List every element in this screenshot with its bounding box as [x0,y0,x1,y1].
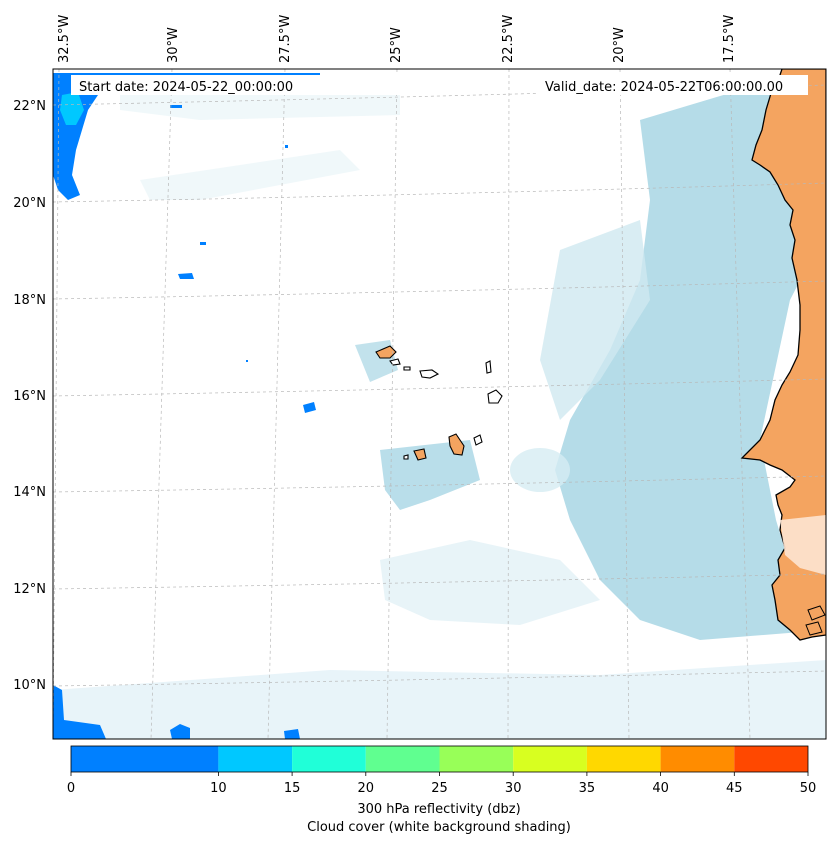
reflectivity-dot-1 [200,242,206,245]
reflectivity-dot-2 [170,105,182,108]
reflectivity-cell-southwest [53,685,106,739]
gridline-32-5w [53,69,60,739]
start-date-label: Start date: 2024-05-22_00:00:00 [79,80,293,95]
colorbar: 0 10 15 20 25 30 35 40 45 50 300 hPa reflectivity… [67,745,816,835]
gridline-18n [53,280,826,300]
colorbar-tick-label-35: 35 [579,781,596,796]
colorbar-swatches [71,746,808,772]
colorbar-tick-label-40: 40 [652,781,669,796]
reflectivity-cell-west-islands [303,402,316,413]
lon-label-22-5w: 22.5°W [501,15,516,63]
coastal-cloud-overlay [780,515,826,575]
island-sal [485,360,492,374]
gridline-30w [150,69,173,739]
valid-date-label: Valid_date: 2024-05-22T06:00:00.00 [545,80,783,95]
colorbar-tick-label-45: 45 [726,781,743,796]
gridline-25w [386,69,398,739]
cloud-band-bottom [53,660,826,739]
island-sao-nicolau [419,369,440,379]
map-content [53,69,826,739]
africa-coastline [740,69,826,641]
colorbar-tick-label-50: 50 [800,781,817,796]
longitude-labels: 32.5°W 30°W 27.5°W 25°W 22.5°W 20°W 17.5… [57,15,737,63]
cloud-mass-east [555,75,826,640]
gridline-22-5w [507,69,510,739]
island-santa-luzia [403,366,411,371]
cloud-patch-small [510,448,570,492]
lat-label-16n: 16°N [13,389,46,404]
colorbar-tick-label-0: 0 [67,781,75,796]
lat-label-22n: 22°N [13,99,46,114]
colorbar-tick-label-10: 10 [210,781,227,796]
cloud-mass-center [540,220,650,420]
latitude-labels: 22°N 20°N 18°N 16°N 14°N 12°N 10°N [13,99,46,693]
lat-label-20n: 20°N [13,196,46,211]
cloud-patch-northwest [140,150,360,200]
lon-label-32-5w: 32.5°W [57,15,72,63]
colorbar-swatch-10-15 [218,746,293,772]
lon-label-17-5w: 17.5°W [722,15,737,63]
reflectivity-cell-18n [178,273,194,279]
island-santiago [448,433,465,456]
cloud-patch-top [120,95,400,120]
gridline-17-5w [729,69,751,739]
island-maio [473,434,483,446]
colorbar-tick-label-30: 30 [505,781,522,796]
gridline-27-5w [267,69,286,739]
bissagos-island-1 [807,605,826,621]
lat-label-18n: 18°N [13,293,46,308]
cape-verde-islands [375,345,503,461]
colorbar-swatch-15-20 [292,746,366,772]
gridline-20w [619,69,630,739]
reflectivity-dot-3 [285,145,288,148]
gridline-10n [53,670,826,687]
colorbar-swatch-0-10 [71,746,219,772]
colorbar-tick-label-20: 20 [358,781,375,796]
colorbar-swatch-35-40 [586,746,661,772]
reflectivity-cell-south-1 [170,724,190,739]
bissagos-island-2 [805,621,823,636]
colorbar-swatch-20-25 [365,746,440,772]
colorbar-ticks: 0 10 15 20 25 30 35 40 45 50 [67,772,816,796]
gridlines [53,69,826,739]
lat-label-12n: 12°N [13,582,46,597]
cloud-patch-south [380,540,600,625]
map-frame [52,68,827,740]
reflectivity-dot-4 [246,360,248,362]
cloud-cover-shading [53,75,826,739]
gridline-14n [53,475,826,493]
island-santo-antao [375,345,397,359]
colorbar-swatch-45-50 [734,746,808,772]
gridline-16n [53,378,826,397]
colorbar-swatch-30-35 [513,746,587,772]
colorbar-label-cloud-cover: Cloud cover (white background shading) [307,820,571,835]
colorbar-tick-label-25: 25 [431,781,448,796]
gridline-12n [53,573,826,590]
lon-label-20w: 20°W [612,27,627,63]
lat-label-10n: 10°N [13,678,46,693]
colorbar-tick-label-15: 15 [284,781,301,796]
start-date-box [71,75,400,95]
gridline-20n [53,182,826,203]
colorbar-swatch-40-45 [660,746,735,772]
lon-label-25w: 25°W [389,27,404,63]
colorbar-label-reflectivity: 300 hPa reflectivity (dbz) [357,802,520,817]
island-boa-vista [487,389,503,404]
lon-label-30w: 30°W [166,27,181,63]
colorbar-swatch-25-30 [439,746,514,772]
lat-label-14n: 14°N [13,485,46,500]
reflectivity-cell-south-2 [284,729,300,739]
lon-label-27-5w: 27.5°W [278,15,293,63]
valid-date-box [538,75,808,95]
reflectivity-core-northwest [60,92,84,125]
island-fogo [413,448,427,461]
island-brava [403,454,409,460]
